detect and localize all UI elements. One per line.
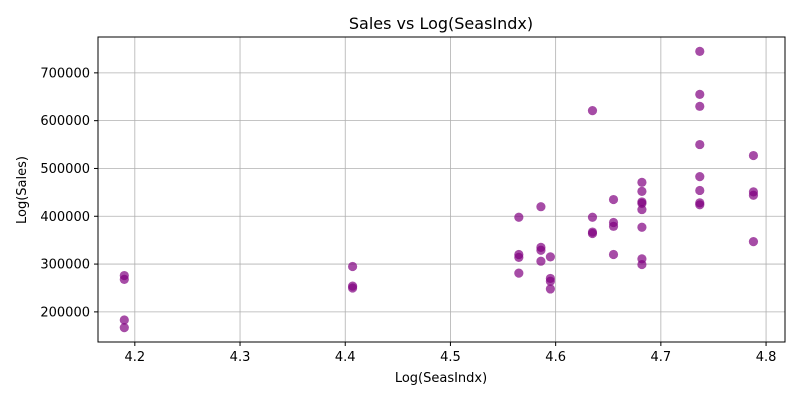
data-point [119, 323, 129, 333]
x-tick-label: 4.2 [124, 350, 145, 365]
data-point [514, 212, 524, 222]
y-axis-ticks: 200000 300000 400000 500000 600000 700000 [40, 66, 98, 320]
x-tick-label: 4.5 [440, 350, 461, 365]
x-axis-label: Log(SeasIndx) [395, 371, 487, 386]
data-point [514, 268, 524, 278]
data-point [695, 139, 705, 150]
x-tick-label: 4.7 [651, 350, 672, 365]
data-point [514, 249, 524, 260]
data-point [637, 177, 647, 187]
data-point [587, 227, 598, 237]
data-point [348, 261, 358, 272]
y-tick-label: 400000 [40, 210, 90, 225]
x-axis-ticks: 4.2 4.3 4.4 4.5 4.6 4.7 4.8 [124, 342, 776, 365]
data-point [536, 242, 546, 252]
y-tick-label: 200000 [40, 305, 90, 320]
data-point [637, 186, 647, 197]
data-point [695, 171, 705, 182]
grid-lines [98, 37, 785, 342]
data-point [119, 270, 129, 281]
data-point [119, 315, 129, 325]
data-point [587, 212, 598, 222]
x-tick-label: 4.3 [230, 350, 251, 365]
y-tick-label: 300000 [40, 258, 90, 273]
x-tick-label: 4.4 [335, 350, 356, 365]
data-points [119, 46, 759, 333]
data-point [695, 46, 705, 56]
data-point [748, 237, 759, 247]
data-point [608, 249, 619, 260]
data-point [695, 101, 705, 111]
data-point [545, 273, 555, 284]
y-tick-label: 600000 [40, 114, 90, 129]
x-tick-label: 4.8 [756, 350, 777, 365]
data-point [608, 217, 619, 228]
y-tick-label: 500000 [40, 162, 90, 177]
data-point [748, 150, 759, 161]
data-point [587, 106, 598, 116]
x-tick-label: 4.6 [545, 350, 566, 365]
chart-title: Sales vs Log(SeasIndx) [349, 14, 533, 33]
data-point [637, 254, 647, 264]
data-point [748, 187, 759, 197]
data-point [637, 197, 647, 207]
data-point [348, 281, 358, 291]
data-point [695, 185, 705, 196]
data-point [695, 89, 705, 99]
y-tick-label: 700000 [40, 66, 90, 81]
data-point [637, 222, 647, 232]
y-axis-label: Log(Sales) [15, 156, 30, 224]
plot-area-frame [97, 36, 786, 343]
data-point [536, 256, 546, 266]
data-point [608, 194, 619, 205]
data-point [545, 252, 555, 262]
data-point [536, 202, 546, 212]
data-point [695, 198, 705, 208]
data-point [545, 284, 555, 294]
